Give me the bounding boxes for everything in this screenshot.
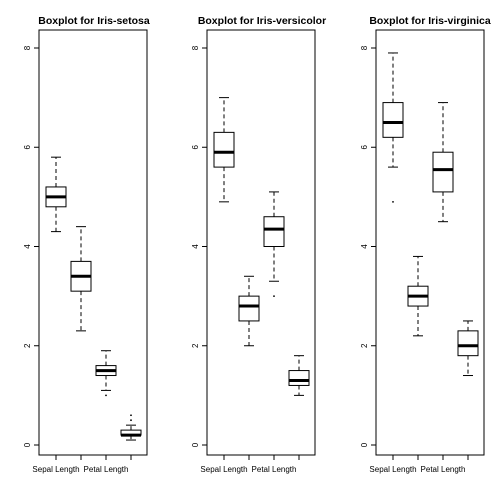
box-petal-length xyxy=(96,351,116,397)
outlier-point xyxy=(105,394,107,396)
x-tick-label: Petal Length xyxy=(421,465,466,474)
y-tick-label: 0 xyxy=(360,442,369,447)
iqr-box xyxy=(289,371,309,386)
box-petal-length xyxy=(433,103,453,222)
y-tick-label: 6 xyxy=(360,144,369,149)
iqr-box xyxy=(383,103,403,138)
plot-frame xyxy=(376,30,484,455)
x-tick-label: Sepal Length xyxy=(369,465,416,474)
iqr-box xyxy=(264,217,284,247)
y-tick-label: 6 xyxy=(191,144,200,149)
box-sepal-length xyxy=(214,98,234,202)
y-tick-label: 4 xyxy=(360,244,369,249)
y-tick-label: 4 xyxy=(23,244,32,249)
chart-panel-1: Boxplot for Iris-setosa 0 2 4 6 8 Sepal Length… xyxy=(23,15,150,474)
y-tick-label: 8 xyxy=(191,45,200,50)
outlier-point xyxy=(130,414,132,416)
outlier-point xyxy=(130,419,132,421)
plot-frame xyxy=(39,30,147,455)
box-sepal-length xyxy=(383,53,403,203)
y-tick-label: 0 xyxy=(191,442,200,447)
x-tick-label: Petal Length xyxy=(252,465,297,474)
plot-frame xyxy=(207,30,315,455)
y-tick-label: 8 xyxy=(360,45,369,50)
y-tick-label: 4 xyxy=(191,244,200,249)
chart-panel-3: Boxplot for Iris-virginica 0 2 4 6 8 Sepal Len… xyxy=(360,15,491,474)
chart-title: Boxplot for Iris-virginica xyxy=(369,15,491,27)
iqr-box xyxy=(433,152,453,192)
iqr-box xyxy=(458,331,478,356)
y-tick-label: 6 xyxy=(23,144,32,149)
box-sepal-width xyxy=(239,276,259,345)
box-sepal-width xyxy=(408,256,428,335)
box-sepal-length xyxy=(46,157,66,231)
y-tick-label: 2 xyxy=(360,343,369,348)
iqr-box xyxy=(214,132,234,167)
box-petal-width xyxy=(121,414,141,440)
x-tick-label: Petal Length xyxy=(84,465,129,474)
chart-title: Boxplot for Iris-setosa xyxy=(38,15,150,27)
y-tick-label: 8 xyxy=(23,45,32,50)
box-petal-width xyxy=(289,356,309,396)
x-tick-label: Sepal Length xyxy=(200,465,247,474)
outlier-point xyxy=(392,201,394,203)
y-tick-label: 2 xyxy=(191,343,200,348)
x-tick-label: Sepal Length xyxy=(32,465,79,474)
y-tick-label: 0 xyxy=(23,442,32,447)
box-petal-length xyxy=(264,192,284,297)
chart-title: Boxplot for Iris-versicolor xyxy=(198,15,326,27)
box-petal-width xyxy=(458,321,478,376)
y-tick-label: 2 xyxy=(23,343,32,348)
iqr-box xyxy=(239,296,259,321)
outlier-point xyxy=(273,295,275,297)
box-sepal-width xyxy=(71,227,91,331)
chart-panel-2: Boxplot for Iris-versicolor 0 2 4 6 8 Sepal Le… xyxy=(191,15,326,474)
